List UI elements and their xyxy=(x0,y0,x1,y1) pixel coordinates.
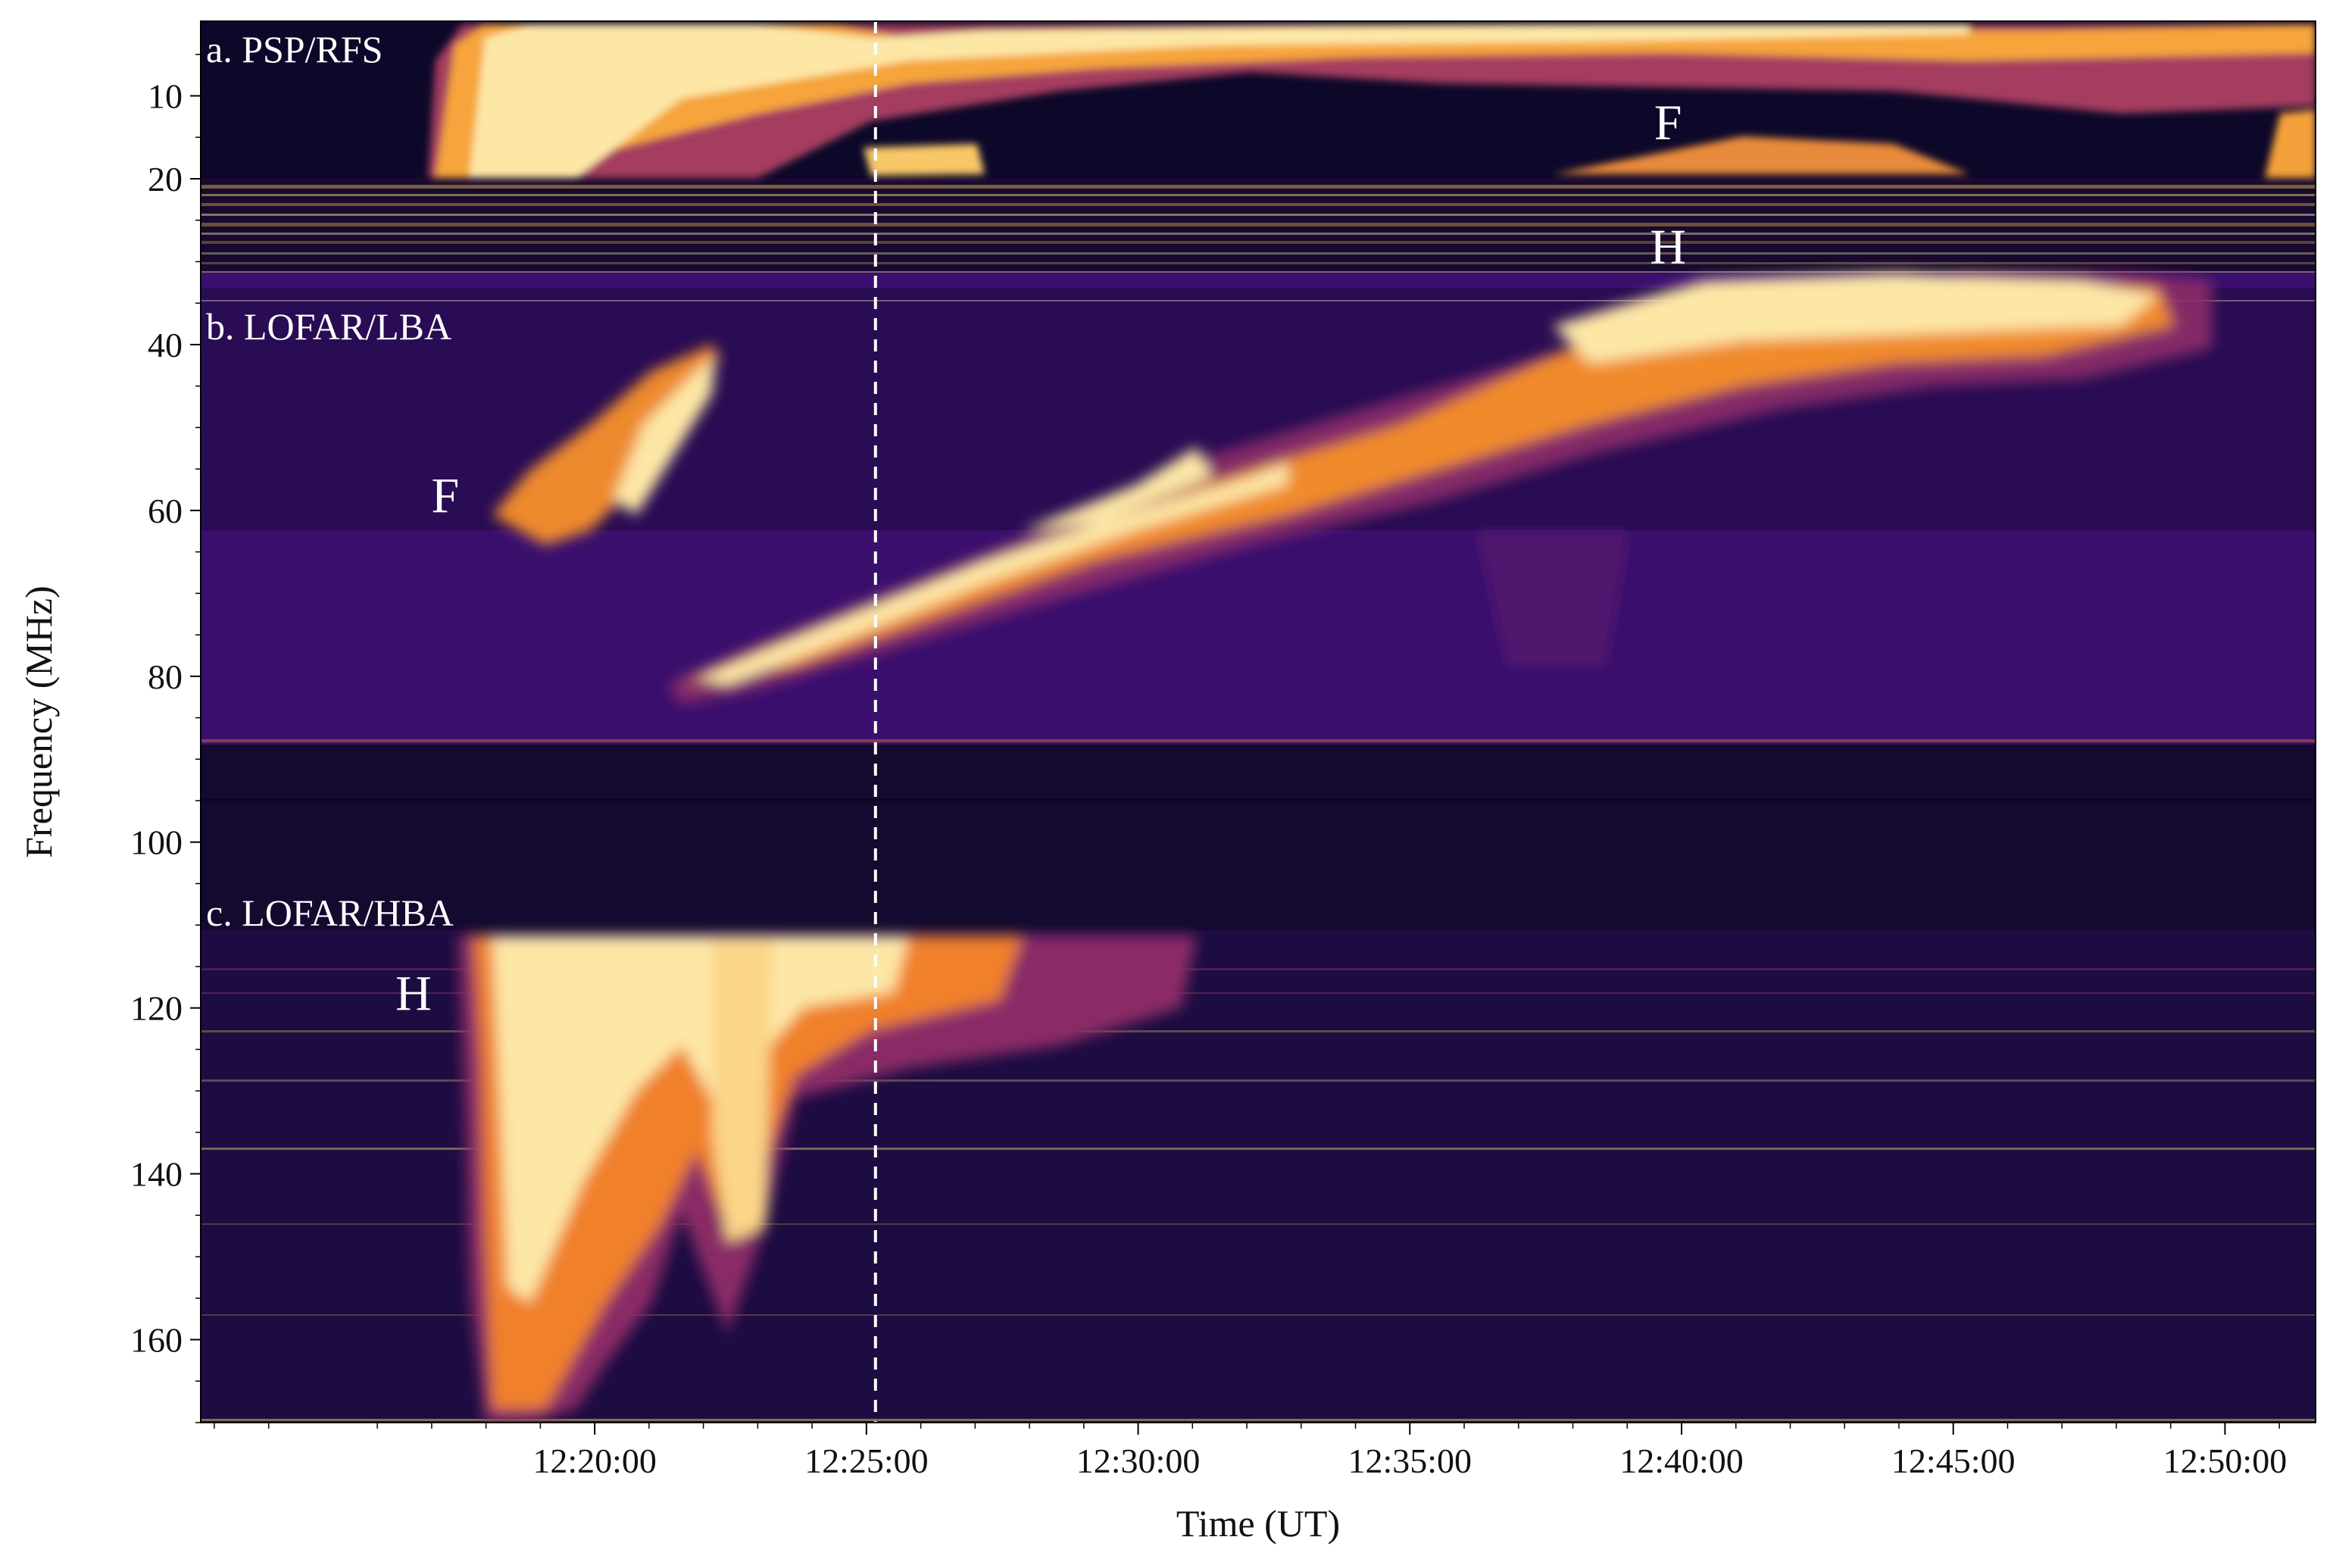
x-tick-label: 12:45:00 xyxy=(1891,1441,2016,1480)
lba-edge-line xyxy=(201,739,2316,742)
x-tick-label: 12:50:00 xyxy=(2163,1441,2288,1480)
panel-label-rfs: a. PSP/RFS xyxy=(206,28,383,70)
plot-area xyxy=(201,21,2316,1423)
y-tick-label: 160 xyxy=(130,1321,183,1360)
burst-label-h: H xyxy=(1650,220,1686,275)
lba-emission xyxy=(492,273,2212,704)
hba-noise-lines xyxy=(201,968,2316,1421)
y-axis-title: Frequency (MHz) xyxy=(17,586,60,858)
y-axis: 10 20 40 60 80 100 120 140 160 xyxy=(130,54,201,1423)
y-tick-label: 40 xyxy=(148,326,183,364)
y-tick-label: 20 xyxy=(148,160,183,198)
burst-annotations: F H F H xyxy=(395,95,1686,1020)
x-tick-label: 12:25:00 xyxy=(804,1441,929,1480)
rfi-band xyxy=(201,178,2316,301)
x-tick-label: 12:35:00 xyxy=(1348,1441,1472,1480)
hba-emission xyxy=(458,935,1197,1423)
y-tick-label: 100 xyxy=(130,823,183,862)
plot-frame xyxy=(200,20,2316,1423)
panel-label-hba: c. LOFAR/HBA xyxy=(206,892,454,934)
x-tick-label: 12:20:00 xyxy=(532,1441,657,1480)
gap-band xyxy=(201,745,2316,930)
y-tick-label: 10 xyxy=(148,77,183,116)
panel-label-lba: b. LOFAR/LBA xyxy=(206,305,451,348)
y-tick-label: 60 xyxy=(148,492,183,530)
burst-label-h: H xyxy=(395,966,432,1021)
x-tick-label: 12:30:00 xyxy=(1076,1441,1201,1480)
x-axis: 12:20:00 12:25:00 12:30:00 12:35:00 12:40:00… xyxy=(214,1423,2287,1480)
burst-label-f: F xyxy=(431,468,459,523)
x-axis-title: Time (UT) xyxy=(1176,1502,1340,1545)
rfs-emission xyxy=(428,24,2316,178)
x-tick-label: 12:40:00 xyxy=(1619,1441,1744,1480)
y-tick-label: 120 xyxy=(130,989,183,1028)
y-tick-label: 80 xyxy=(148,657,183,696)
y-tick-label: 140 xyxy=(130,1155,183,1194)
burst-label-f: F xyxy=(1654,95,1682,150)
